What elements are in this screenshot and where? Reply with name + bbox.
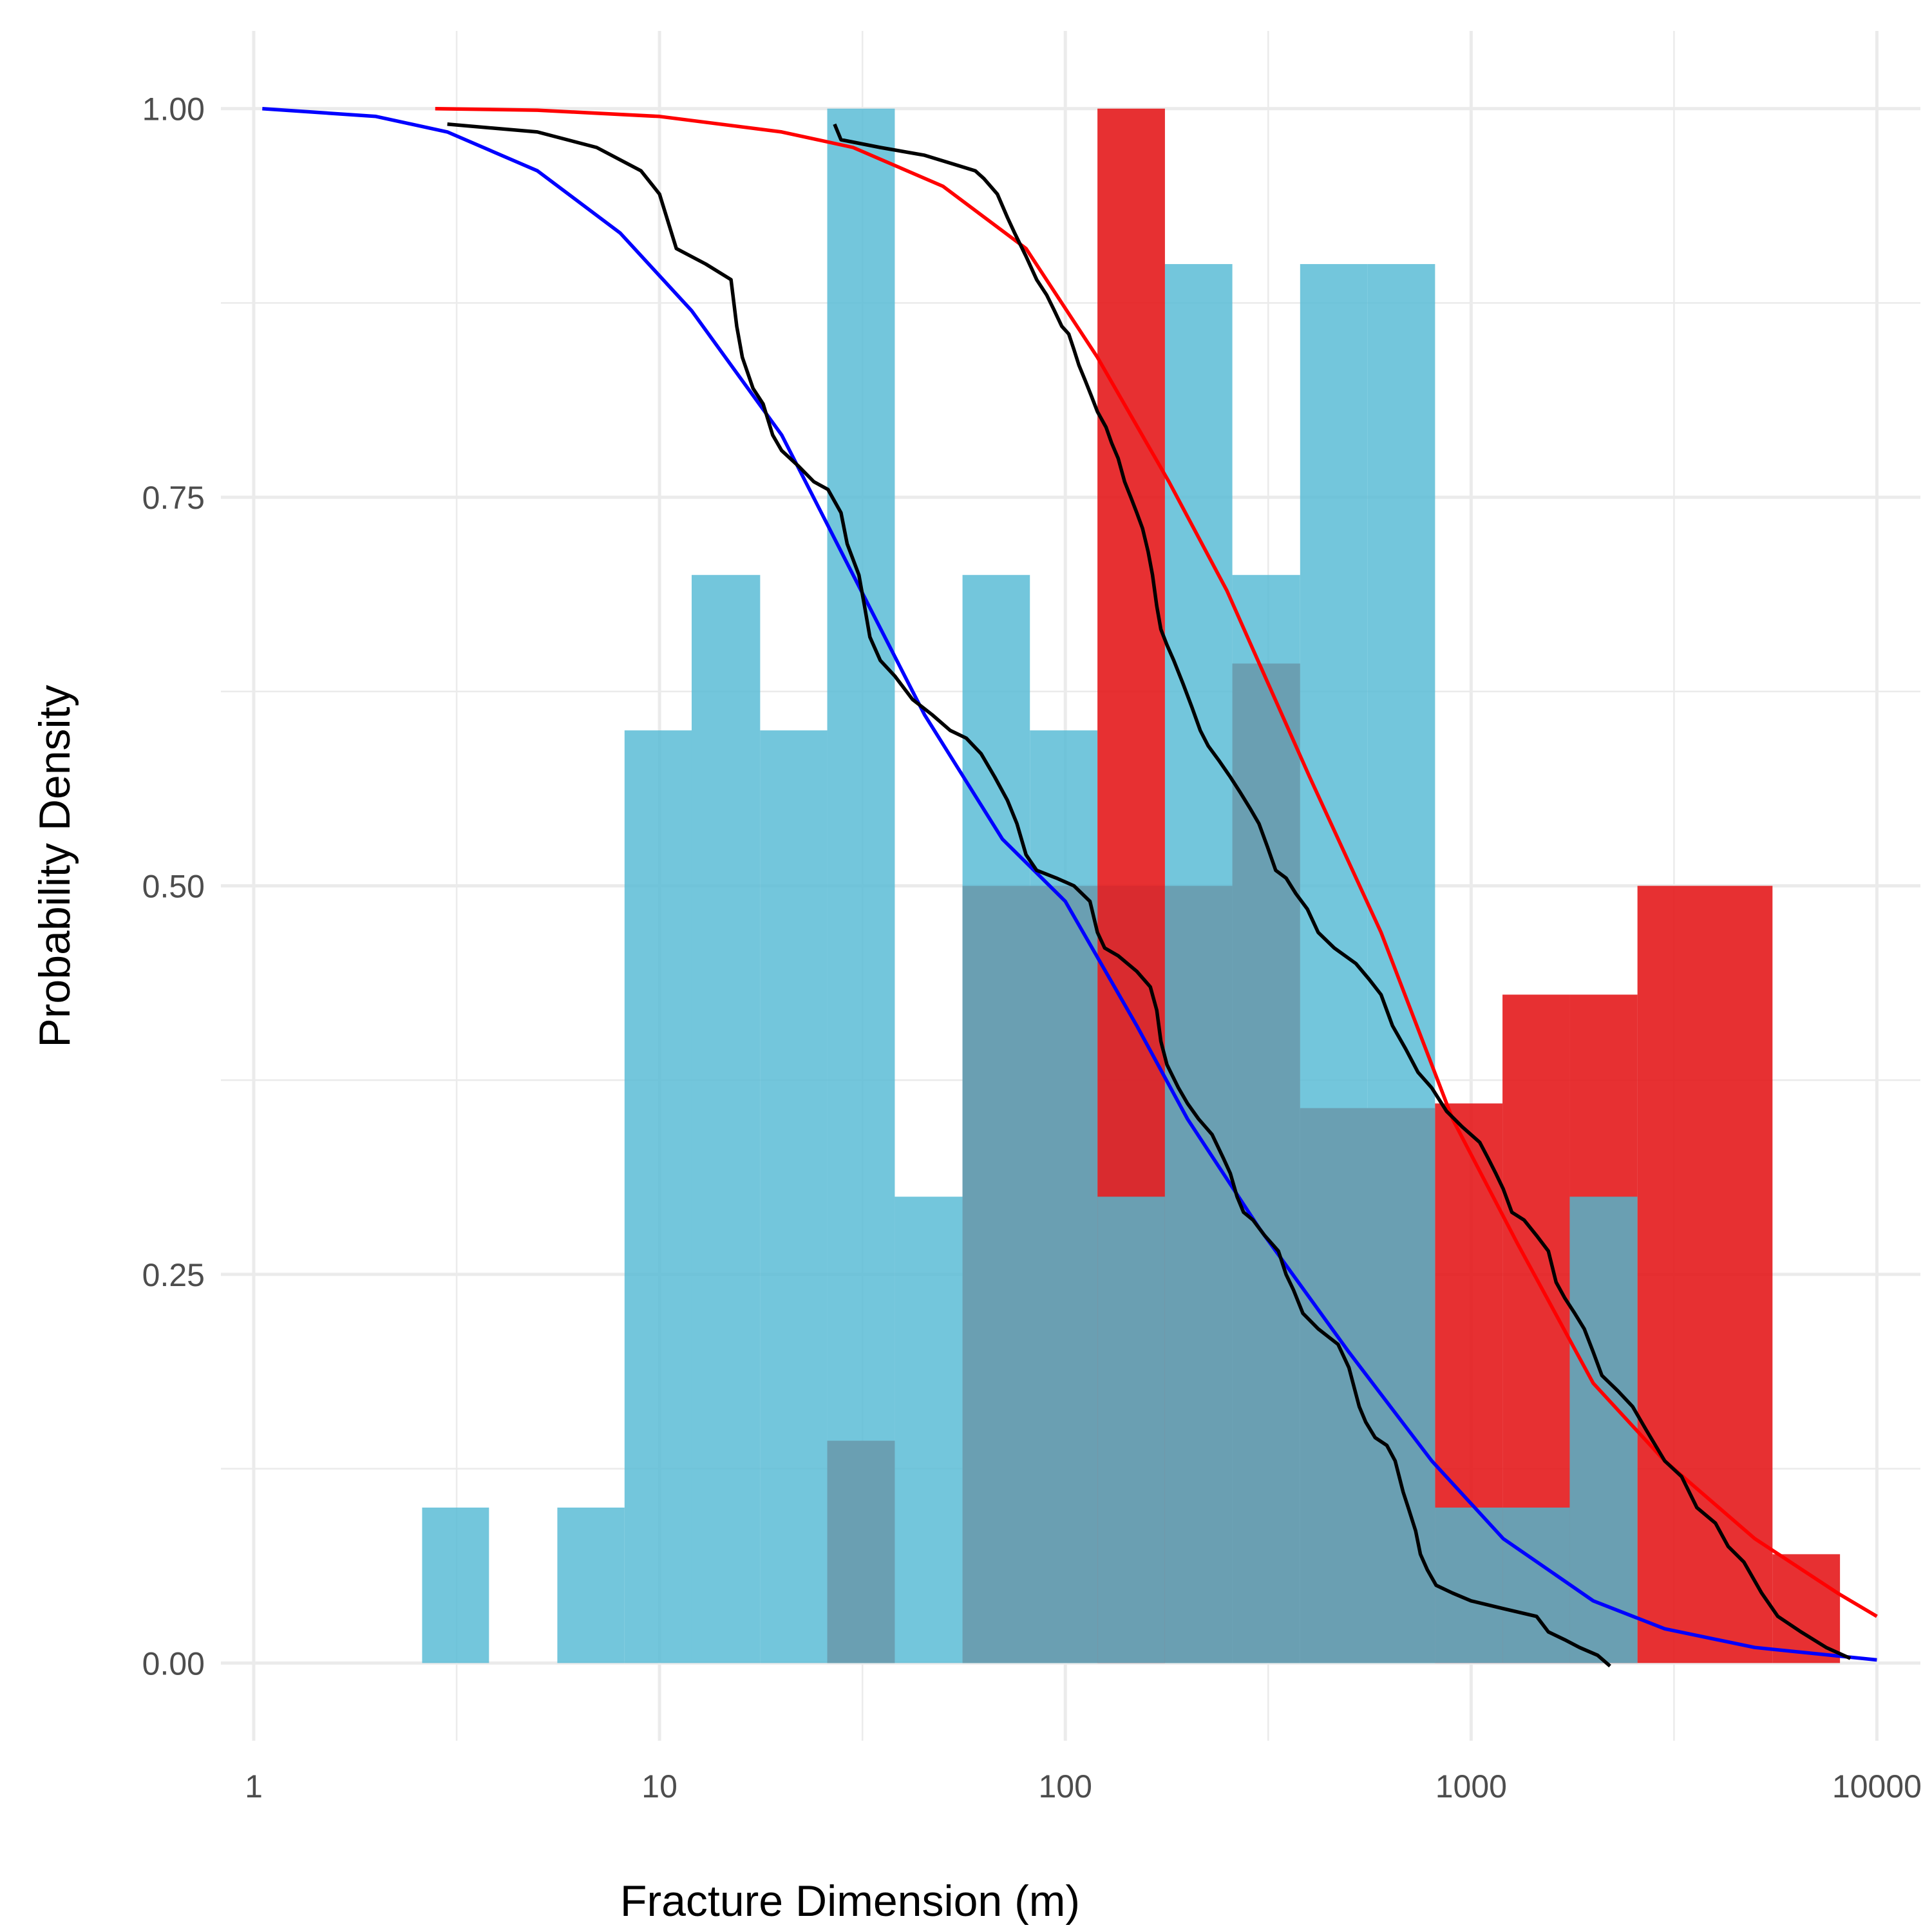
blue-histogram-bar — [624, 730, 692, 1663]
x-tick-label: 1 — [245, 1768, 263, 1804]
overlap-bar — [1300, 1108, 1435, 1663]
overlap-bar — [1097, 1197, 1165, 1663]
y-tick-label: 1.00 — [142, 91, 205, 128]
overlap-bar — [1164, 886, 1233, 1663]
blue-histogram-bar — [760, 730, 828, 1663]
y-tick-label: 0.00 — [142, 1645, 205, 1681]
x-tick-label: 1000 — [1435, 1768, 1507, 1804]
blue-histogram-bar — [895, 1197, 963, 1663]
empirical-curve — [447, 122, 1611, 1668]
y-axis-title: Probability Density — [30, 685, 79, 1047]
blue-histogram-bar — [557, 1507, 625, 1663]
blue-histogram-bar — [422, 1507, 489, 1663]
overlap-bar — [962, 886, 1098, 1663]
blue-fit-curve — [262, 106, 1877, 1662]
empirical-curve — [833, 123, 1852, 1660]
x-axis-title: Fracture Dimension (m) — [620, 1877, 1080, 1926]
x-tick-label: 10 — [641, 1768, 677, 1804]
bars-layer — [422, 108, 1841, 1663]
lines-layer — [262, 106, 1878, 1668]
blue-histogram-bar — [691, 574, 761, 1663]
blue-histogram-bar — [827, 108, 895, 1663]
overlap-bar — [1232, 663, 1300, 1663]
overlap-bar — [827, 1441, 895, 1663]
red-histogram-bar — [1637, 886, 1705, 1663]
ticks-layer: 0.00 0.25 0.50 0.75 1.00 1 10 100 1000 10000 — [142, 91, 1922, 1804]
overlap-bar — [1569, 1197, 1638, 1663]
overlap-bar — [1502, 1507, 1570, 1663]
y-tick-label: 0.25 — [142, 1257, 205, 1293]
overlap-bar — [1435, 1507, 1503, 1663]
x-tick-label: 10000 — [1832, 1768, 1922, 1804]
y-tick-label: 0.50 — [142, 869, 205, 905]
x-tick-label: 100 — [1038, 1768, 1092, 1804]
y-tick-label: 0.75 — [142, 480, 205, 516]
red-histogram-bar — [1705, 886, 1773, 1663]
